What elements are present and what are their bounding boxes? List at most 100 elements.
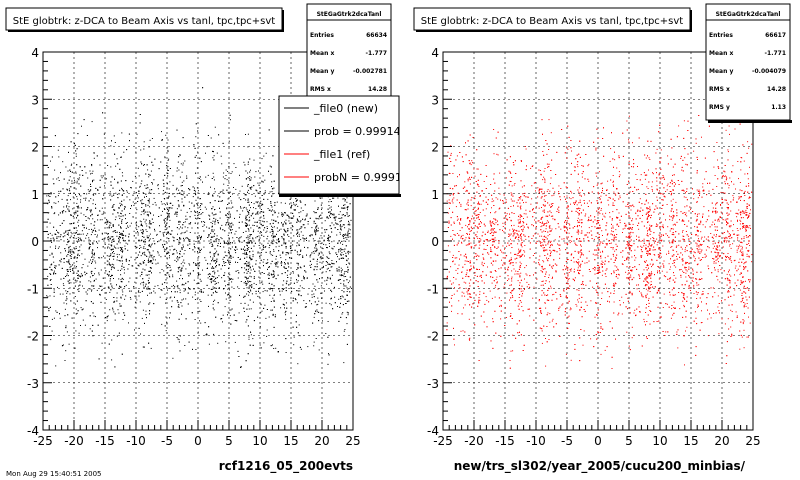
scatter-point: [247, 189, 249, 191]
scatter-point: [148, 176, 150, 178]
scatter-point: [328, 201, 330, 203]
scatter-point: [129, 277, 131, 279]
scatter-point: [330, 297, 332, 299]
scatter-point: [121, 265, 123, 267]
scatter-point: [206, 284, 208, 286]
scatter-point: [296, 290, 298, 292]
scatter-point: [197, 240, 199, 242]
scatter-point: [184, 160, 186, 162]
scatter-point: [234, 250, 236, 251]
scatter-point: [226, 208, 228, 210]
scatter-point: [58, 156, 60, 158]
scatter-point: [171, 245, 173, 247]
scatter-point: [339, 231, 341, 233]
scatter-point: [70, 265, 72, 267]
scatter-point: [245, 360, 247, 362]
scatter-point: [238, 312, 240, 314]
scatter-point: [313, 258, 315, 260]
scatter-point: [311, 294, 313, 296]
scatter-point: [211, 278, 213, 280]
scatter-point: [169, 276, 170, 277]
scatter-point: [318, 311, 320, 313]
scatter-point: [120, 205, 121, 207]
scatter-point: [327, 267, 329, 269]
scatter-point: [315, 338, 317, 339]
scatter-point: [222, 265, 223, 267]
scatter-point: [180, 233, 182, 235]
scatter-point: [161, 323, 163, 325]
scatter-point: [296, 251, 298, 253]
scatter-point: [179, 176, 181, 178]
scatter-point: [240, 366, 242, 368]
scatter-point: [245, 207, 247, 209]
scatter-point: [165, 316, 167, 318]
scatter-point: [336, 261, 337, 263]
scatter-point: [228, 253, 230, 255]
scatter-point: [213, 241, 215, 243]
scatter-point: [180, 270, 182, 272]
scatter-point: [130, 222, 132, 224]
scatter-point: [328, 236, 330, 238]
scatter-point: [216, 152, 218, 154]
scatter-point: [346, 213, 348, 215]
scatter-point: [54, 267, 56, 269]
scatter-point: [226, 255, 228, 257]
scatter-point: [57, 236, 59, 238]
scatter-point: [138, 327, 140, 329]
scatter-point: [225, 169, 227, 171]
scatter-point: [202, 226, 204, 227]
scatter-point: [285, 282, 287, 284]
scatter-point: [284, 262, 285, 263]
scatter-point: [76, 217, 77, 219]
scatter-point: [292, 244, 294, 246]
scatter-point: [180, 274, 182, 276]
scatter-point: [275, 347, 277, 349]
scatter-point: [273, 348, 275, 349]
scatter-point: [339, 279, 341, 280]
scatter-point: [202, 291, 204, 293]
scatter-point: [151, 254, 153, 256]
scatter-point: [304, 306, 306, 308]
scatter-point: [225, 255, 227, 257]
scatter-point: [200, 248, 202, 250]
scatter-point: [193, 205, 195, 207]
scatter-point: [229, 262, 231, 263]
scatter-point: [268, 272, 270, 274]
scatter-point: [121, 200, 123, 202]
scatter-point: [139, 248, 140, 249]
scatter-point: [229, 289, 230, 291]
scatter-point: [246, 308, 248, 310]
scatter-point: [229, 296, 231, 298]
scatter-point: [119, 303, 121, 305]
scatter-point: [134, 259, 136, 261]
scatter-point: [249, 299, 251, 301]
scatter-point: [101, 213, 103, 215]
scatter-point: [347, 224, 349, 226]
scatter-point: [263, 215, 265, 217]
scatter-point: [300, 231, 302, 233]
scatter-point: [199, 213, 201, 215]
scatter-point: [90, 301, 92, 303]
scatter-point: [222, 189, 224, 191]
scatter-point: [106, 320, 108, 322]
scatter-point: [148, 260, 150, 262]
scatter-point: [167, 175, 169, 177]
scatter-point: [132, 216, 134, 218]
scatter-point: [281, 214, 282, 216]
scatter-point: [242, 210, 244, 212]
scatter-point: [349, 236, 351, 238]
scatter-point: [343, 198, 345, 200]
scatter-point: [148, 288, 150, 290]
scatter-point: [137, 272, 138, 274]
scatter-point: [342, 296, 344, 298]
scatter-point: [184, 226, 186, 228]
scatter-point: [243, 297, 245, 298]
scatter-point: [126, 196, 128, 198]
scatter-point: [139, 220, 141, 222]
scatter-point: [297, 199, 298, 201]
scatter-point: [343, 224, 345, 226]
scatter-point: [198, 265, 200, 267]
scatter-point: [51, 156, 53, 158]
scatter-point: [116, 300, 118, 302]
scatter-point: [300, 348, 302, 350]
